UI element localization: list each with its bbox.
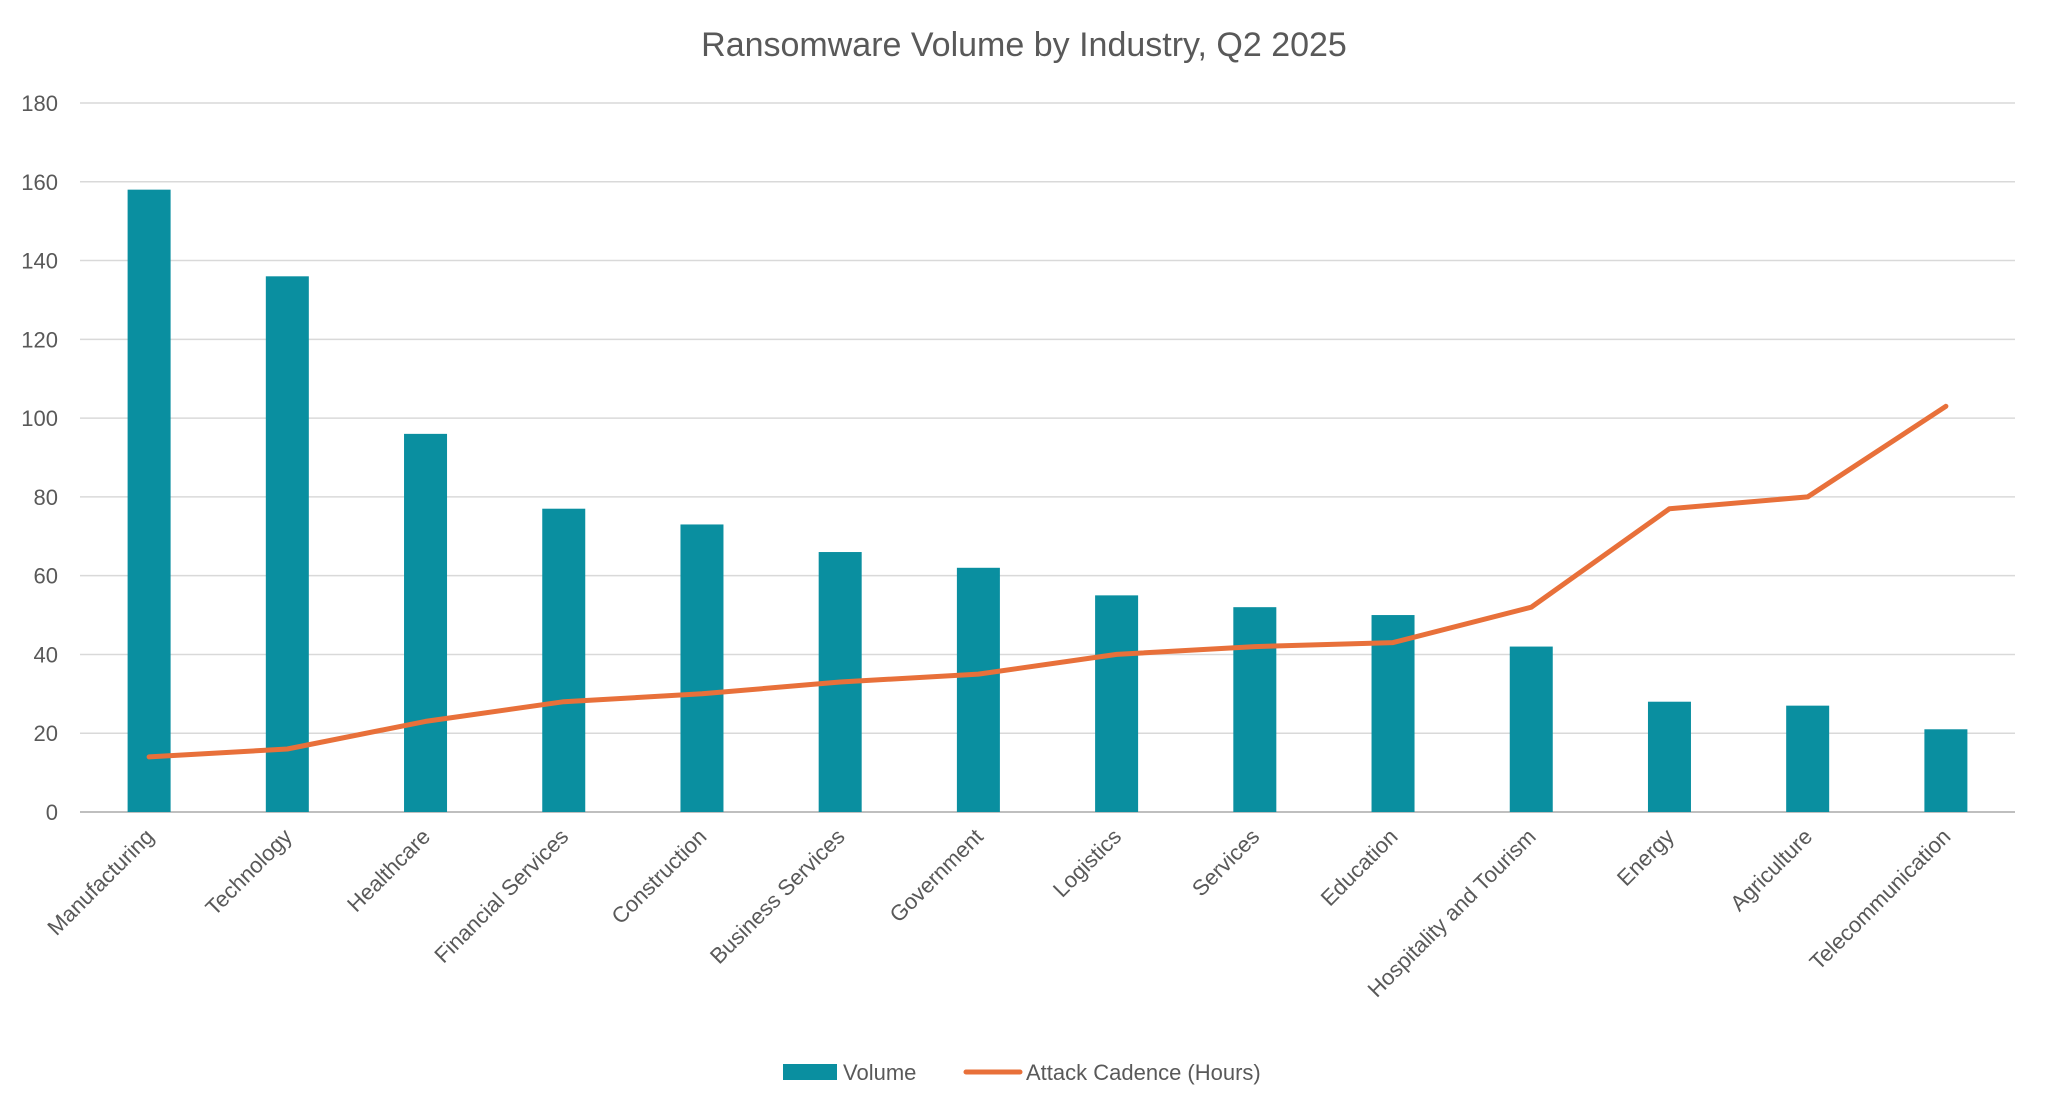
y-tick-label: 60: [34, 564, 58, 589]
y-tick-label: 180: [21, 91, 58, 116]
bar-education: [1371, 615, 1415, 812]
x-tick-label: Education: [1316, 824, 1403, 911]
bar-hospitality-and-tourism: [1509, 646, 1553, 812]
y-tick-label: 80: [34, 485, 58, 510]
x-tick-label: Logistics: [1048, 824, 1126, 902]
bar-energy: [1647, 701, 1691, 812]
gridlines: [80, 102, 2015, 813]
bar-government: [956, 567, 1000, 812]
x-tick-label: Agriculture: [1725, 824, 1817, 916]
x-tick-label: Energy: [1612, 824, 1679, 891]
bar-series-volume: [127, 189, 1968, 813]
y-tick-label: 0: [46, 800, 58, 825]
line-series-attack-cadence: [146, 403, 1949, 760]
x-tick-label: Services: [1187, 824, 1264, 901]
legend-label-attack-cadence: Attack Cadence (Hours): [1026, 1060, 1261, 1085]
bar-logistics: [1095, 595, 1139, 812]
y-tick-label: 140: [21, 249, 58, 274]
y-tick-label: 100: [21, 406, 58, 431]
x-tick-label: Business Services: [705, 824, 850, 969]
legend: Volume Attack Cadence (Hours): [783, 1060, 1261, 1085]
x-tick-label: Manufacturing: [42, 824, 158, 940]
legend-label-volume: Volume: [843, 1060, 916, 1085]
y-tick-label: 120: [21, 327, 58, 352]
x-tick-label: Construction: [606, 824, 711, 929]
x-tick-label: Telecommunication: [1805, 824, 1956, 975]
chart-title: Ransomware Volume by Industry, Q2 2025: [701, 26, 1347, 64]
bar-manufacturing: [127, 189, 171, 813]
y-axis-tick-labels: 0 20 40 60 80 100 120 140 160 180: [21, 91, 58, 825]
x-tick-label: Financial Services: [429, 824, 573, 968]
bar-agriculture: [1786, 705, 1830, 812]
bar-financial-services: [542, 508, 586, 812]
y-tick-label: 160: [21, 170, 58, 195]
x-tick-label: Healthcare: [342, 824, 435, 917]
bar-construction: [680, 524, 724, 812]
x-tick-label: Government: [885, 824, 988, 927]
x-tick-label: Technology: [200, 824, 296, 920]
bar-technology: [265, 276, 309, 812]
x-axis-tick-labels: Manufacturing Technology HealthcareFinanci…: [42, 824, 1955, 1002]
bar-healthcare: [404, 433, 448, 812]
bar-telecommunication: [1924, 729, 1968, 812]
line-attack-cadence: [146, 403, 1949, 760]
legend-swatch-volume: [783, 1064, 837, 1080]
y-tick-label: 20: [34, 721, 58, 746]
y-tick-label: 40: [34, 642, 58, 667]
bar-services: [1233, 607, 1277, 812]
